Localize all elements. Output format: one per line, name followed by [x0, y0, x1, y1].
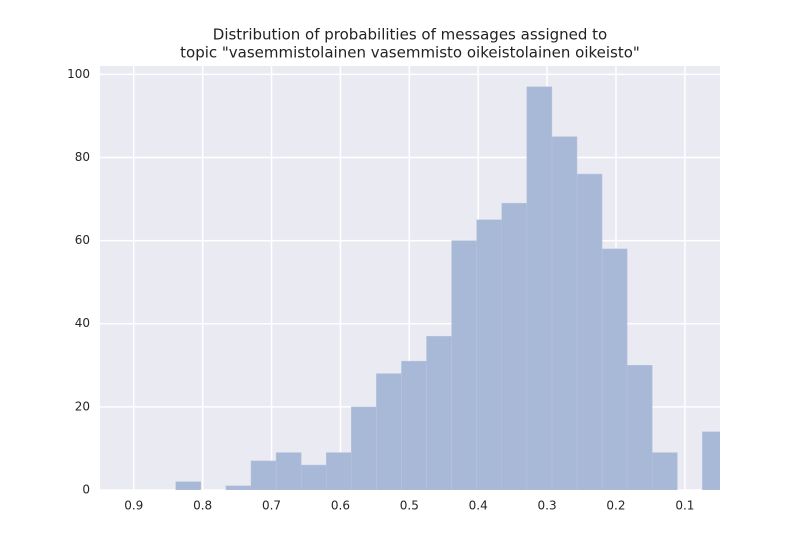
bar [250, 460, 277, 490]
chart-title: topic "vasemmistolainen vasemmisto oikei… [180, 44, 640, 62]
y-tick-label: 20 [75, 399, 90, 413]
bar [275, 452, 302, 490]
bar [476, 219, 503, 490]
bar [300, 464, 327, 490]
bar [401, 360, 427, 490]
bar [626, 365, 653, 490]
x-tick-label: 0.1 [675, 499, 694, 513]
y-tick-label: 80 [75, 150, 90, 164]
y-tick-label: 100 [67, 67, 90, 81]
bar [501, 202, 528, 490]
x-tick-label: 0.6 [331, 499, 350, 513]
bar [526, 86, 553, 490]
bar [651, 452, 678, 490]
bar [551, 136, 578, 490]
x-tick-label: 0.5 [400, 499, 419, 513]
x-tick-label: 0.4 [469, 499, 488, 513]
bar [175, 481, 202, 490]
bar [426, 335, 452, 490]
bar [576, 173, 603, 490]
x-tick-label: 0.7 [262, 499, 281, 513]
bar [225, 485, 252, 490]
x-tick-label: 0.2 [606, 499, 625, 513]
y-tick-label: 0 [82, 483, 90, 497]
bar [351, 406, 377, 490]
bars [175, 86, 720, 490]
x-tick-label: 0.8 [193, 499, 212, 513]
chart-title: Distribution of probabilities of message… [213, 26, 607, 44]
bar [601, 248, 628, 490]
bar [325, 452, 352, 490]
y-tick-label: 40 [75, 316, 90, 330]
x-tick-label: 0.3 [538, 499, 557, 513]
bar [702, 431, 720, 490]
bar [376, 373, 402, 490]
labels: 0 20 40 60 80 100 0.9 0.8 0.7 0.6 0.5 0.4 0.3 0.2 0.1 [67, 67, 694, 513]
bar [451, 240, 477, 490]
x-tick-label: 0.9 [124, 499, 143, 513]
y-tick-label: 60 [75, 233, 90, 247]
